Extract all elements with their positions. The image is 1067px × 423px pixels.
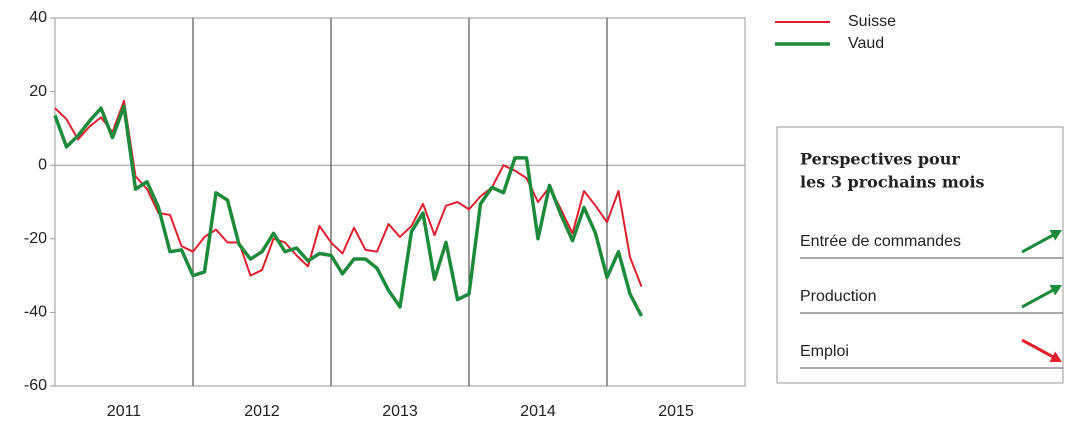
outlook-item: Entrée de commandes	[800, 233, 961, 250]
outlook-title: les 3 prochains mois	[800, 173, 985, 192]
series-line	[53, 104, 644, 317]
trend-arrow-head	[1049, 351, 1062, 362]
outlook-item: Emploi	[800, 343, 849, 360]
series-line	[54, 99, 643, 288]
legend-label: Vaud	[848, 35, 884, 52]
outlook-item: Production	[800, 288, 877, 305]
trend-arrow-head	[1049, 285, 1062, 296]
y-tick-label: 20	[29, 83, 47, 100]
trend-arrow	[1021, 338, 1057, 360]
y-tick-label: 0	[38, 156, 47, 173]
x-tick-label: 2014	[520, 403, 556, 420]
x-tick-label: 2013	[382, 403, 418, 420]
trend-arrow	[1021, 287, 1057, 309]
outlook-box	[776, 126, 1064, 384]
y-tick-label: -20	[24, 230, 47, 247]
trend-arrow-head	[1049, 230, 1062, 241]
y-tick-label: -40	[24, 304, 47, 321]
plot-frame	[54, 17, 746, 387]
outlook-title: Perspectives pour	[800, 150, 960, 169]
x-tick-label: 2015	[658, 403, 694, 420]
y-tick-label: 40	[29, 9, 47, 26]
x-tick-label: 2011	[107, 403, 142, 420]
x-tick-label: 2012	[244, 403, 280, 420]
trend-arrow	[1021, 232, 1057, 254]
legend-label: Suisse	[848, 13, 896, 30]
y-tick-label: -60	[24, 377, 47, 394]
